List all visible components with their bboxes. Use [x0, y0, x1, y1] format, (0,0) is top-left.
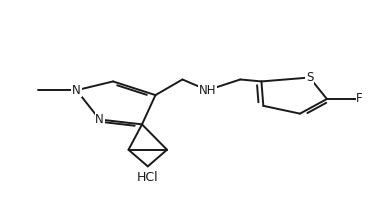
Text: S: S — [306, 71, 313, 84]
Text: N: N — [72, 84, 81, 97]
Text: NH: NH — [199, 84, 216, 97]
Text: N: N — [95, 113, 104, 126]
Text: F: F — [356, 92, 363, 106]
Text: HCl: HCl — [137, 171, 159, 184]
